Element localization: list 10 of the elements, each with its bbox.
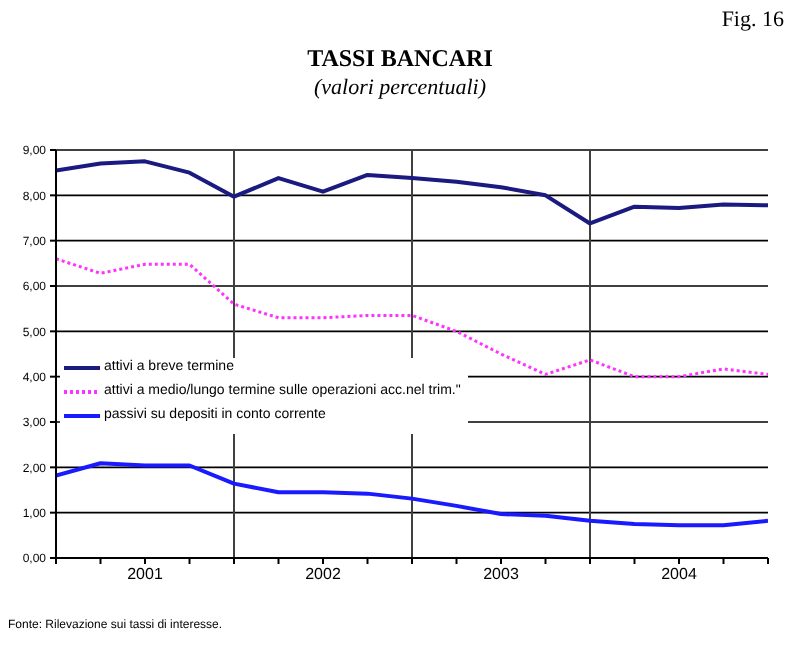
x-tick-label: 2004 (661, 565, 698, 584)
x-tick-label: 2001 (127, 565, 164, 584)
x-tick-label: 2003 (483, 565, 520, 584)
chart-title: TASSI BANCARI (305, 44, 495, 74)
x-tick-label: 2002 (305, 565, 342, 584)
line-series (56, 461, 768, 528)
caption: Fig. 16 (721, 8, 784, 32)
line-series (56, 257, 768, 379)
chart-subtitle: (valori percentuali) (311, 76, 489, 100)
line-series (56, 159, 768, 226)
